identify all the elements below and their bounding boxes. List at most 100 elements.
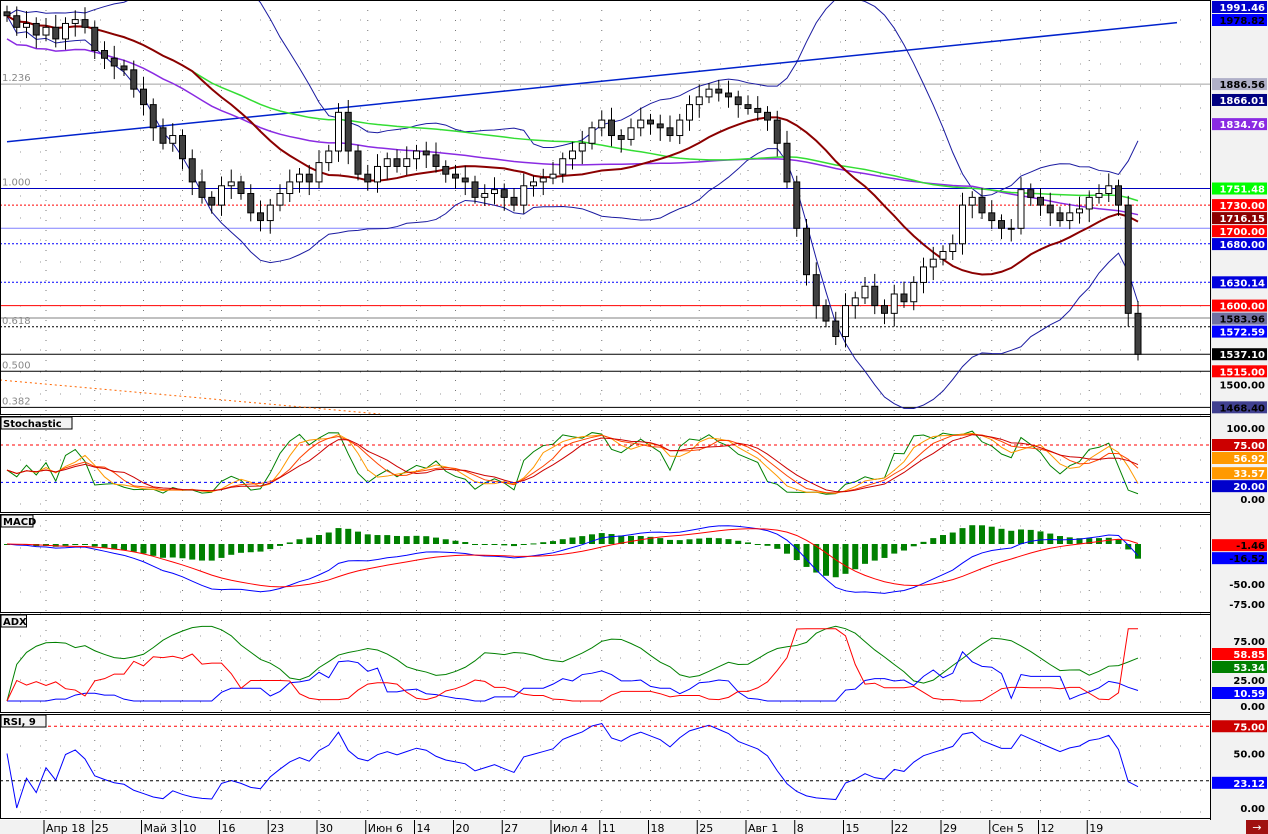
candle[interactable] bbox=[461, 165, 469, 196]
candle[interactable] bbox=[900, 281, 908, 308]
candle[interactable] bbox=[949, 234, 957, 260]
candle[interactable] bbox=[842, 293, 849, 348]
candle[interactable] bbox=[1017, 177, 1025, 235]
candle[interactable] bbox=[793, 175, 801, 237]
candle[interactable] bbox=[832, 311, 840, 346]
candle[interactable] bbox=[1046, 192, 1054, 226]
candle[interactable] bbox=[530, 175, 537, 197]
candle[interactable] bbox=[861, 276, 869, 305]
candle[interactable] bbox=[695, 84, 703, 118]
candle[interactable] bbox=[608, 107, 615, 147]
candle[interactable] bbox=[744, 95, 752, 115]
candle[interactable] bbox=[764, 106, 771, 131]
candle[interactable] bbox=[676, 113, 684, 145]
candle[interactable] bbox=[871, 273, 879, 315]
candle[interactable] bbox=[3, 5, 11, 22]
candle[interactable] bbox=[81, 7, 89, 34]
candle[interactable] bbox=[422, 141, 430, 169]
candle[interactable] bbox=[247, 184, 255, 222]
price-panel[interactable]: 1.236 1.000 0.618 0.500 0.382 bbox=[0, 0, 1210, 415]
candle[interactable] bbox=[101, 41, 108, 70]
candle[interactable] bbox=[52, 14, 60, 48]
candle[interactable] bbox=[23, 11, 30, 39]
candle[interactable] bbox=[442, 160, 450, 183]
candle[interactable] bbox=[1095, 184, 1103, 204]
candle[interactable] bbox=[500, 183, 508, 211]
candle[interactable] bbox=[773, 110, 781, 157]
candle[interactable] bbox=[159, 118, 167, 150]
candle[interactable] bbox=[803, 219, 810, 286]
candle[interactable] bbox=[754, 96, 762, 121]
candle[interactable] bbox=[1105, 173, 1113, 203]
candle[interactable] bbox=[335, 103, 342, 162]
candle[interactable] bbox=[364, 164, 372, 191]
candle[interactable] bbox=[296, 168, 303, 193]
candle[interactable] bbox=[305, 164, 313, 196]
candle[interactable] bbox=[374, 154, 381, 193]
candle[interactable] bbox=[890, 284, 898, 327]
candle[interactable] bbox=[91, 21, 99, 60]
candle[interactable] bbox=[344, 99, 352, 165]
candle[interactable] bbox=[1115, 179, 1122, 216]
candle[interactable] bbox=[578, 130, 586, 165]
candle[interactable] bbox=[383, 152, 391, 180]
candle[interactable] bbox=[666, 115, 674, 142]
candle[interactable] bbox=[510, 188, 518, 212]
candle[interactable] bbox=[1085, 191, 1093, 223]
candle[interactable] bbox=[939, 245, 947, 266]
candle[interactable] bbox=[169, 123, 177, 152]
candle[interactable] bbox=[130, 60, 138, 98]
candle[interactable] bbox=[998, 214, 1005, 240]
candle[interactable] bbox=[637, 107, 645, 137]
scroll-right-button[interactable]: → bbox=[1246, 820, 1268, 834]
candle[interactable] bbox=[315, 150, 323, 189]
candle[interactable] bbox=[959, 192, 966, 255]
candle[interactable] bbox=[1134, 300, 1142, 361]
candle[interactable] bbox=[647, 113, 654, 135]
candle[interactable] bbox=[1027, 183, 1035, 206]
candle[interactable] bbox=[198, 169, 206, 204]
candle[interactable] bbox=[452, 164, 459, 189]
candle[interactable] bbox=[569, 141, 576, 170]
candle[interactable] bbox=[978, 188, 986, 220]
candle[interactable] bbox=[481, 184, 489, 206]
candle[interactable] bbox=[325, 144, 333, 172]
candle[interactable] bbox=[929, 246, 937, 281]
candle[interactable] bbox=[734, 90, 742, 118]
candle[interactable] bbox=[413, 144, 420, 170]
candle[interactable] bbox=[1007, 219, 1015, 242]
candle[interactable] bbox=[71, 10, 79, 37]
candle[interactable] bbox=[1037, 188, 1044, 216]
candle[interactable] bbox=[812, 262, 820, 319]
candle[interactable] bbox=[656, 114, 664, 141]
candle[interactable] bbox=[968, 191, 976, 219]
candle[interactable] bbox=[120, 59, 128, 77]
candle[interactable] bbox=[237, 175, 245, 200]
candle[interactable] bbox=[588, 121, 596, 150]
candle[interactable] bbox=[559, 152, 567, 183]
candle[interactable] bbox=[1056, 206, 1064, 227]
candle[interactable] bbox=[715, 79, 723, 102]
candle[interactable] bbox=[276, 184, 284, 212]
candle[interactable] bbox=[725, 80, 732, 108]
candle[interactable] bbox=[920, 257, 927, 294]
candle[interactable] bbox=[403, 146, 411, 175]
candle[interactable] bbox=[598, 110, 606, 137]
candle[interactable] bbox=[32, 17, 40, 49]
candle[interactable] bbox=[910, 276, 918, 311]
candle[interactable] bbox=[627, 118, 635, 146]
candle[interactable] bbox=[13, 6, 21, 36]
candle[interactable] bbox=[881, 299, 888, 325]
candle[interactable] bbox=[988, 200, 996, 230]
candle[interactable] bbox=[149, 98, 157, 141]
candle[interactable] bbox=[549, 161, 557, 185]
candle[interactable] bbox=[354, 144, 362, 181]
candle[interactable] bbox=[851, 291, 859, 319]
candle[interactable] bbox=[62, 17, 69, 50]
candle[interactable] bbox=[110, 45, 118, 80]
candle[interactable] bbox=[42, 18, 50, 42]
candle[interactable] bbox=[179, 129, 186, 170]
candle[interactable] bbox=[617, 129, 625, 153]
candle[interactable] bbox=[393, 149, 401, 173]
